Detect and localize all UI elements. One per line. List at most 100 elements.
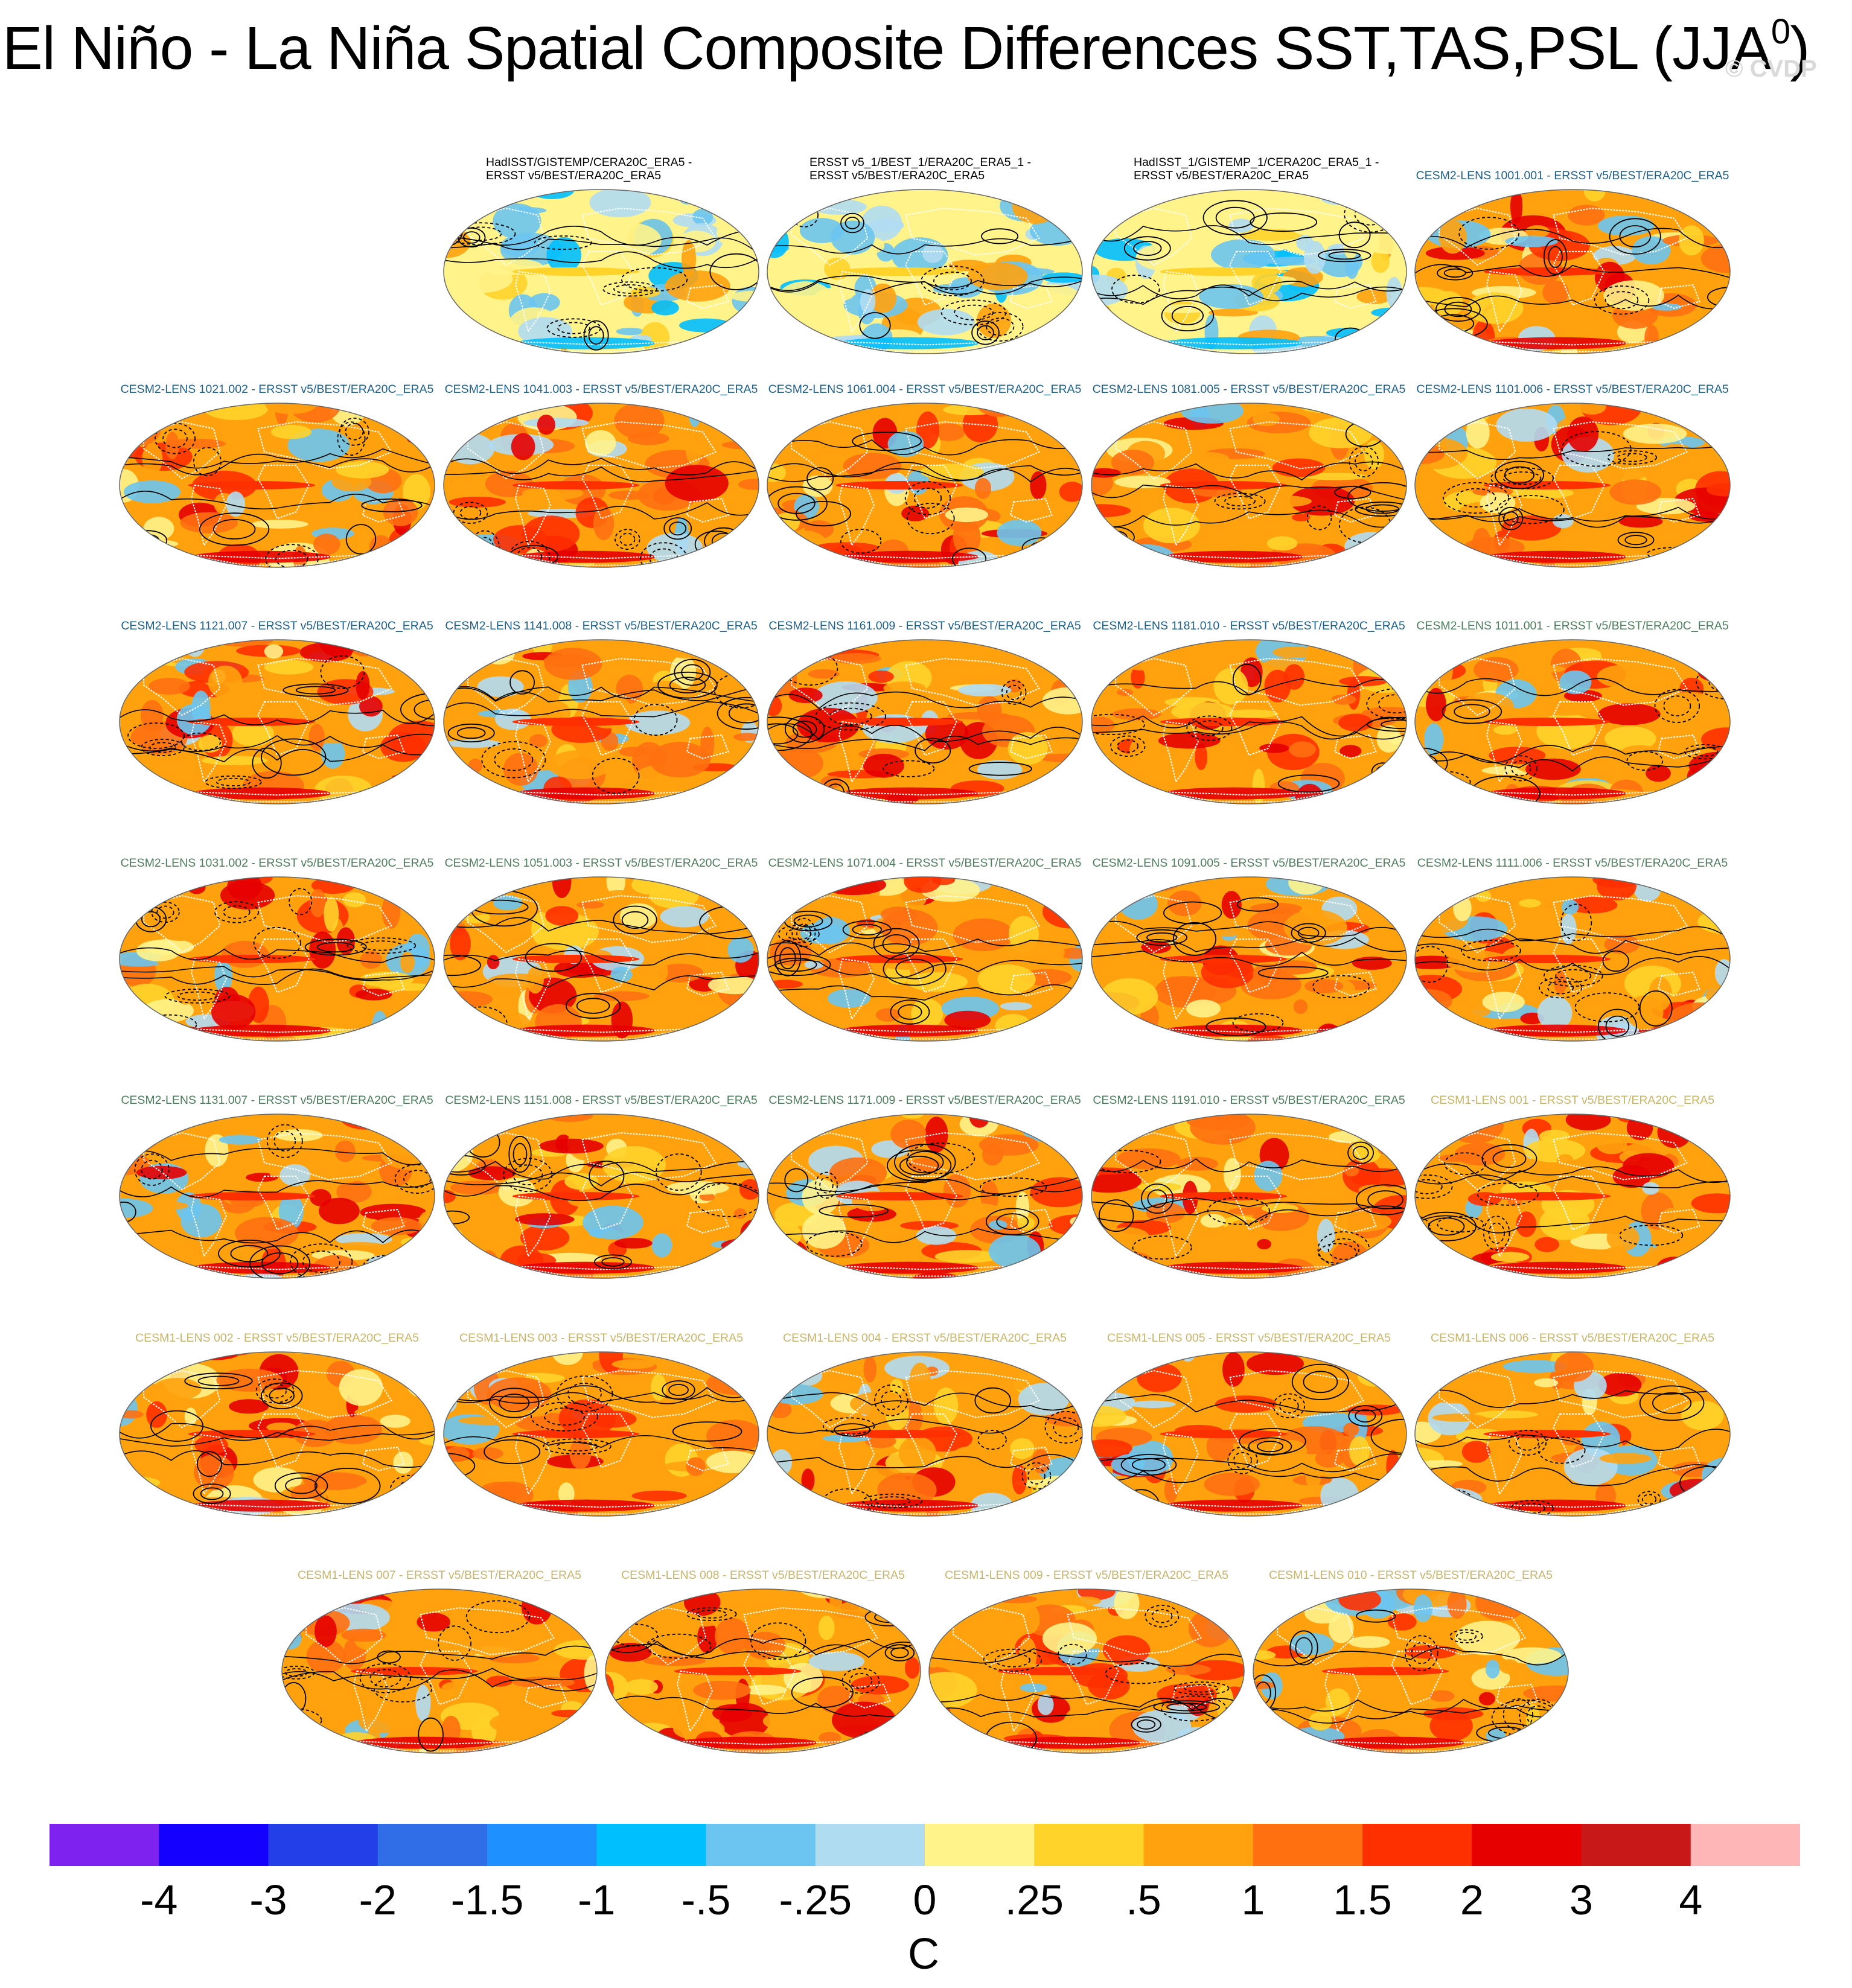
panel-label: CESM2-LENS 1091.005 - ERSST v5/BEST/ERA2… bbox=[1062, 856, 1436, 870]
colorbar-tick-label: .5 bbox=[1126, 1876, 1161, 1923]
watermark: © CVDP bbox=[1725, 56, 1817, 82]
panel-label-line: ERSST v5/BEST/ERA20C_ERA5 bbox=[1134, 169, 1309, 182]
panel-label: CESM2-LENS 1121.007 - ERSST v5/BEST/ERA2… bbox=[90, 619, 464, 632]
panel-label: CESM2-LENS 1071.004 - ERSST v5/BEST/ERA2… bbox=[738, 856, 1112, 870]
panel-label: CESM2-LENS 1111.006 - ERSST v5/BEST/ERA2… bbox=[1385, 856, 1760, 870]
anomaly-map bbox=[1091, 639, 1407, 804]
anomaly-map bbox=[443, 189, 759, 354]
anomaly-map bbox=[443, 1351, 759, 1517]
panel-label: CESM1-LENS 005 - ERSST v5/BEST/ERA20C_ER… bbox=[1062, 1331, 1436, 1345]
panel-label: CESM1-LENS 004 - ERSST v5/BEST/ERA20C_ER… bbox=[738, 1331, 1112, 1345]
colorbar-tick-label: 2 bbox=[1460, 1876, 1484, 1923]
panel-label-line: CESM2-LENS 1131.007 - ERSST v5/BEST/ERA2… bbox=[121, 1094, 433, 1107]
panel-label: CESM2-LENS 1051.003 - ERSST v5/BEST/ERA2… bbox=[414, 856, 788, 870]
panel-label-line: CESM1-LENS 008 - ERSST v5/BEST/ERA20C_ER… bbox=[621, 1569, 905, 1582]
anomaly-map bbox=[767, 1351, 1083, 1517]
panel-label-line: CESM1-LENS 002 - ERSST v5/BEST/ERA20C_ER… bbox=[135, 1331, 419, 1345]
anomaly-map bbox=[119, 1351, 435, 1517]
panel-label: CESM2-LENS 1041.003 - ERSST v5/BEST/ERA2… bbox=[414, 383, 788, 396]
anomaly-map bbox=[443, 403, 759, 568]
anomaly-map bbox=[1091, 1351, 1407, 1517]
colorbar-tick-label: 3 bbox=[1569, 1876, 1593, 1923]
colorbar-box bbox=[1581, 1824, 1691, 1866]
panel-label-line: CESM2-LENS 1081.005 - ERSST v5/BEST/ERA2… bbox=[1092, 383, 1406, 396]
panel-label-line: CESM2-LENS 1151.008 - ERSST v5/BEST/ERA2… bbox=[445, 1094, 758, 1107]
panel-label-line: CESM2-LENS 1051.003 - ERSST v5/BEST/ERA2… bbox=[444, 856, 758, 870]
panel-label-line: CESM2-LENS 1191.010 - ERSST v5/BEST/ERA2… bbox=[1093, 1094, 1405, 1107]
panel-label-line: CESM1-LENS 006 - ERSST v5/BEST/ERA20C_ER… bbox=[1431, 1331, 1714, 1345]
panel-label-line: CESM1-LENS 009 - ERSST v5/BEST/ERA20C_ER… bbox=[945, 1569, 1228, 1582]
panel-label: CESM2-LENS 1131.007 - ERSST v5/BEST/ERA2… bbox=[90, 1094, 464, 1107]
page-title: El Niño - La Niña Spatial Composite Diff… bbox=[2, 12, 1810, 83]
anomaly-map bbox=[767, 876, 1083, 1042]
panel-label-line: HadISST/GISTEMP/CERA20C_ERA5 - bbox=[486, 156, 692, 169]
anomaly-map bbox=[928, 1588, 1245, 1754]
anomaly-map bbox=[1414, 1113, 1731, 1279]
panel-label: CESM2-LENS 1061.004 - ERSST v5/BEST/ERA2… bbox=[738, 383, 1112, 396]
panel-label-line: CESM1-LENS 003 - ERSST v5/BEST/ERA20C_ER… bbox=[459, 1331, 743, 1345]
panel-label-line: CESM1-LENS 001 - ERSST v5/BEST/ERA20C_ER… bbox=[1431, 1094, 1714, 1107]
anomaly-map bbox=[1414, 639, 1731, 804]
colorbar-box bbox=[1690, 1824, 1800, 1866]
panel-label: CESM2-LENS 1001.001 - ERSST v5/BEST/ERA2… bbox=[1385, 169, 1760, 182]
colorbar-box bbox=[1362, 1824, 1472, 1866]
colorbar-box bbox=[1472, 1824, 1582, 1866]
anomaly-map bbox=[119, 403, 435, 568]
panel-label-line: CESM2-LENS 1161.009 - ERSST v5/BEST/ERA2… bbox=[768, 619, 1081, 632]
panel-label: HadISST_1/GISTEMP_1/CERA20C_ERA5_1 - ERSS… bbox=[1134, 156, 1508, 182]
panel-label-line: CESM2-LENS 1011.001 - ERSST v5/BEST/ERA2… bbox=[1416, 619, 1729, 632]
panel-label: CESM1-LENS 006 - ERSST v5/BEST/ERA20C_ER… bbox=[1385, 1331, 1760, 1345]
anomaly-map bbox=[443, 1113, 759, 1279]
panel-label: CESM2-LENS 1011.001 - ERSST v5/BEST/ERA2… bbox=[1385, 619, 1760, 632]
panel-label: CESM2-LENS 1171.009 - ERSST v5/BEST/ERA2… bbox=[738, 1094, 1112, 1107]
panel-label: CESM1-LENS 008 - ERSST v5/BEST/ERA20C_ER… bbox=[576, 1569, 950, 1582]
panel-label: CESM2-LENS 1161.009 - ERSST v5/BEST/ERA2… bbox=[738, 619, 1112, 632]
anomaly-map bbox=[767, 1113, 1083, 1279]
panel-label: CESM1-LENS 002 - ERSST v5/BEST/ERA20C_ER… bbox=[90, 1331, 464, 1345]
panel-label: CESM2-LENS 1081.005 - ERSST v5/BEST/ERA2… bbox=[1062, 383, 1436, 396]
colorbar-tick-label: 0 bbox=[913, 1876, 937, 1923]
anomaly-map bbox=[443, 639, 759, 804]
panel-label: CESM2-LENS 1021.002 - ERSST v5/BEST/ERA2… bbox=[90, 383, 464, 396]
panel-label-line: CESM2-LENS 1121.007 - ERSST v5/BEST/ERA2… bbox=[121, 619, 433, 632]
anomaly-map bbox=[1414, 189, 1731, 354]
panel-label-line: CESM1-LENS 004 - ERSST v5/BEST/ERA20C_ER… bbox=[783, 1331, 1067, 1345]
colorbar-box bbox=[1143, 1824, 1254, 1866]
panel-label-line: ERSST v5/BEST/ERA20C_ERA5 bbox=[809, 169, 985, 182]
panel-label-line: CESM2-LENS 1141.008 - ERSST v5/BEST/ERA2… bbox=[445, 619, 758, 632]
anomaly-map bbox=[119, 639, 435, 804]
colorbar-tick-label: -2 bbox=[359, 1876, 397, 1923]
panel-label-line: CESM2-LENS 1041.003 - ERSST v5/BEST/ERA2… bbox=[444, 383, 758, 396]
colorbar-box bbox=[815, 1824, 925, 1866]
panel-label-line: CESM2-LENS 1181.010 - ERSST v5/BEST/ERA2… bbox=[1093, 619, 1405, 632]
colorbar-box bbox=[268, 1824, 378, 1866]
anomaly-map bbox=[1414, 403, 1731, 568]
panel-label: CESM2-LENS 1141.008 - ERSST v5/BEST/ERA2… bbox=[414, 619, 788, 632]
colorbar-tick-label: 4 bbox=[1679, 1876, 1703, 1923]
panel-label-line: CESM2-LENS 1171.009 - ERSST v5/BEST/ERA2… bbox=[768, 1094, 1081, 1107]
panel-label-line: HadISST_1/GISTEMP_1/CERA20C_ERA5_1 - bbox=[1134, 156, 1379, 169]
colorbar-tick-label: .25 bbox=[1004, 1876, 1064, 1923]
panel-label: CESM2-LENS 1031.002 - ERSST v5/BEST/ERA2… bbox=[90, 856, 464, 870]
panel-label-line: ERSST v5_1/BEST_1/ERA20C_ERA5_1 - bbox=[809, 156, 1032, 169]
colorbar-tick-label: -1.5 bbox=[450, 1876, 524, 1923]
title-superscript: 0 bbox=[1771, 12, 1790, 51]
panel-label: CESM2-LENS 1181.010 - ERSST v5/BEST/ERA2… bbox=[1062, 619, 1436, 632]
anomaly-map bbox=[1091, 189, 1407, 354]
panel-label-line: CESM2-LENS 1061.004 - ERSST v5/BEST/ERA2… bbox=[768, 383, 1082, 396]
colorbar-box bbox=[925, 1824, 1035, 1866]
colorbar bbox=[49, 1824, 1800, 1866]
anomaly-map bbox=[1253, 1588, 1569, 1754]
anomaly-map bbox=[443, 876, 759, 1042]
panel-label-line: CESM2-LENS 1071.004 - ERSST v5/BEST/ERA2… bbox=[768, 856, 1082, 870]
panel-label: ERSST v5_1/BEST_1/ERA20C_ERA5_1 - ERSST v… bbox=[809, 156, 1184, 182]
panel-label: HadISST/GISTEMP/CERA20C_ERA5 - ERSST v5/B… bbox=[486, 156, 860, 182]
panel-label-line: ERSST v5/BEST/ERA20C_ERA5 bbox=[486, 169, 662, 182]
colorbar-tick-label: -.5 bbox=[681, 1876, 731, 1923]
panel-label-line: CESM1-LENS 005 - ERSST v5/BEST/ERA20C_ER… bbox=[1107, 1331, 1391, 1345]
anomaly-map bbox=[1414, 1351, 1731, 1517]
colorbar-unit: C bbox=[908, 1930, 939, 1978]
anomaly-map bbox=[1091, 403, 1407, 568]
colorbar-box bbox=[487, 1824, 597, 1866]
panel-label-line: CESM1-LENS 007 - ERSST v5/BEST/ERA20C_ER… bbox=[298, 1569, 581, 1582]
